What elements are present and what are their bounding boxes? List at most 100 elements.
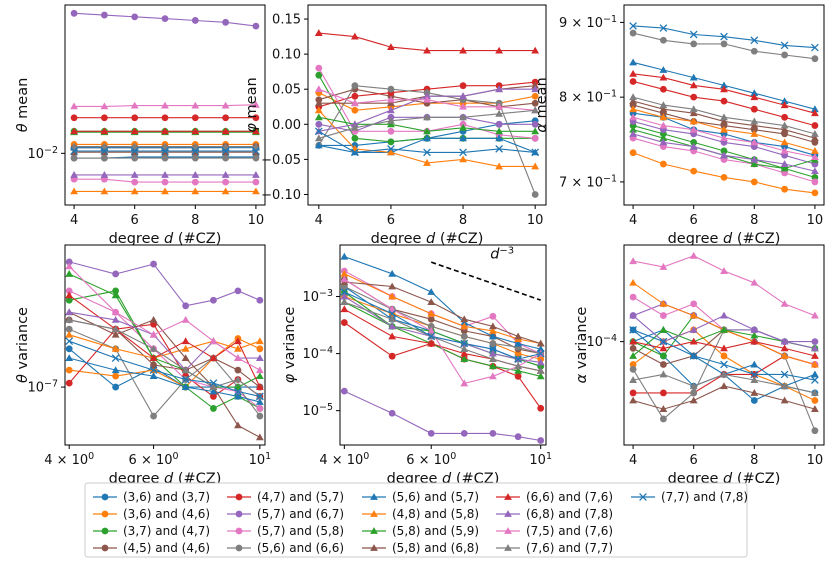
data-point [161, 187, 169, 195]
data-point [720, 97, 728, 105]
data-point [750, 331, 759, 339]
data-point [689, 81, 698, 89]
legend-item: (6,8) and (7,8) [496, 507, 613, 521]
data-point [780, 147, 789, 154]
data-point [531, 120, 539, 128]
data-point [388, 332, 397, 340]
data-point [234, 366, 242, 374]
data-point [388, 269, 397, 277]
data-point [495, 102, 504, 110]
data-point [811, 405, 819, 412]
series-15 [70, 100, 260, 110]
data-point [750, 376, 759, 383]
data-point [161, 154, 169, 162]
data-point [495, 109, 504, 117]
y-tick-label: 9 × 10−1 [559, 13, 617, 31]
data-point [659, 361, 667, 368]
y-tick-label: 10−7 [27, 378, 58, 396]
data-point [811, 147, 819, 154]
legend-label: (3,6) and (4,6) [123, 507, 210, 521]
legend-item: (3,7) and (4,7) [93, 524, 210, 538]
data-point [65, 270, 74, 277]
y-tick-label: 10−4 [302, 345, 333, 363]
data-point [111, 330, 120, 338]
data-point [514, 433, 522, 441]
data-point [70, 127, 78, 135]
data-point [629, 113, 637, 121]
series-17 [629, 326, 819, 384]
data-point [720, 151, 728, 159]
legend-item: (5,6) and (5,7) [362, 490, 479, 504]
data-point [536, 366, 545, 374]
legend-marker [101, 510, 109, 518]
data-point [70, 170, 78, 178]
data-point [388, 352, 396, 360]
data-point [234, 421, 242, 429]
data-point [489, 312, 497, 320]
data-point [221, 147, 230, 155]
data-point [65, 291, 74, 299]
y-tick-label: 0.15 [272, 13, 301, 28]
data-point [536, 345, 545, 352]
legend-marker [101, 544, 109, 552]
data-point [181, 344, 190, 352]
data-point [750, 160, 759, 167]
data-point [489, 345, 497, 353]
data-point [811, 352, 819, 359]
data-point [234, 344, 242, 352]
data-point [811, 189, 819, 197]
data-point [111, 291, 120, 299]
data-point [191, 187, 200, 195]
x-tick-label: 4 × 100 [44, 451, 94, 469]
data-point [781, 51, 789, 59]
data-point [460, 333, 468, 340]
data-point [149, 315, 158, 323]
x-tick-label: 4 [629, 213, 637, 228]
y-tick-label: 10−2 [27, 144, 58, 162]
data-point [387, 138, 395, 146]
legend-label: (4,8) and (5,8) [392, 507, 479, 521]
y-tick-label: 0.05 [272, 83, 301, 98]
data-point [234, 375, 242, 383]
data-point [149, 354, 158, 362]
data-point [720, 85, 728, 93]
data-point [100, 187, 109, 195]
series-12 [629, 382, 819, 412]
data-point [489, 429, 497, 437]
data-point [514, 362, 523, 370]
data-point [811, 134, 819, 142]
data-point [161, 127, 169, 135]
data-point [423, 148, 431, 157]
data-point [131, 114, 139, 122]
series-7 [70, 175, 260, 186]
data-point [181, 354, 190, 362]
data-point [340, 292, 349, 300]
data-point [531, 85, 540, 93]
data-point [750, 47, 758, 55]
data-point [252, 154, 260, 162]
data-point [531, 162, 540, 170]
data-point [256, 412, 264, 420]
data-point [221, 170, 230, 178]
data-point [340, 252, 349, 260]
data-point [659, 66, 668, 73]
data-point [209, 387, 218, 395]
x-tick-label: 4 [629, 453, 637, 468]
data-point [387, 85, 395, 93]
legend-marker [235, 527, 243, 535]
y-tick-label: 0.10 [272, 48, 301, 63]
data-point [659, 113, 668, 121]
data-point [629, 365, 637, 373]
legend-marker [101, 527, 109, 535]
data-point [531, 92, 539, 100]
data-point [659, 160, 667, 168]
data-point [514, 366, 523, 374]
data-point [659, 389, 667, 397]
data-point [65, 296, 73, 304]
data-point [780, 396, 789, 404]
data-point [221, 142, 230, 150]
data-point [750, 155, 759, 163]
series-17 [314, 127, 540, 157]
x-axis-label: degree d (#CZ) [668, 231, 781, 247]
data-point [659, 73, 668, 81]
